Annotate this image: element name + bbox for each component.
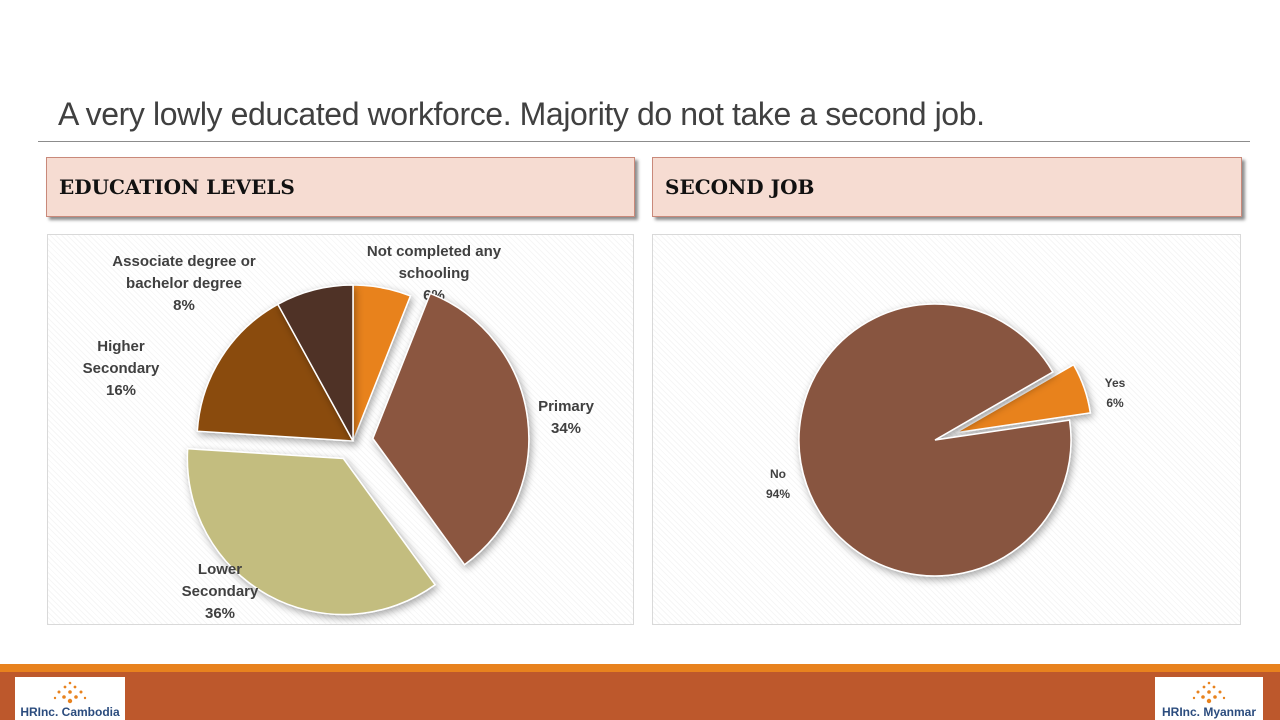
- slice-label-lower-secondary: Lower Secondary 36%: [182, 561, 259, 622]
- pie-slice-primary: [371, 292, 530, 566]
- footer-band: [0, 672, 1280, 720]
- education-header-label: EDUCATION LEVELS: [59, 175, 295, 199]
- second-job-header-box: SECOND JOB: [652, 157, 1242, 217]
- pie-slice-associate-degree-or-bachelor-degree: [276, 284, 354, 442]
- logo-cambodia-text: HRInc. Cambodia: [20, 705, 120, 719]
- slice-label-associate-degree-or-bachelor-degree: Associate degree or bachelor degree 8%: [112, 253, 256, 314]
- pie-slice-higher-secondary: [196, 303, 355, 442]
- footer-accent-bar: [0, 664, 1280, 672]
- pie-slice-yes: [955, 363, 1092, 434]
- pie-slice-lower-secondary: [186, 447, 437, 616]
- slide-title: A very lowly educated workforce. Majorit…: [58, 96, 985, 132]
- second-job-header-label: SECOND JOB: [665, 175, 815, 199]
- second-job-chart-area: Yes 6% No 94%: [652, 234, 1241, 625]
- pie-slice-no: [798, 303, 1072, 577]
- slice-label-not-completed-any-schooling: Not completed anyschooling6%: [367, 243, 502, 304]
- second-job-pie-chart: Yes 6% No 94%: [766, 303, 1126, 577]
- slice-label-primary: Primary 34%: [538, 398, 595, 437]
- slice-label-no: No 94%: [766, 467, 790, 501]
- logo-myanmar-text: HRInc. Myanmar: [1161, 705, 1257, 719]
- logo-cambodia: HRInc. Cambodia: [15, 677, 125, 720]
- title-divider: [38, 141, 1250, 142]
- sunburst-logo-icon: [53, 681, 87, 704]
- logo-myanmar: HRInc. Myanmar: [1155, 677, 1263, 720]
- sunburst-logo-icon: [1192, 681, 1226, 704]
- slice-label-higher-secondary: Higher Secondary 16%: [83, 338, 160, 399]
- education-header-box: EDUCATION LEVELS: [46, 157, 635, 217]
- slice-label-yes: Yes 6%: [1105, 376, 1126, 410]
